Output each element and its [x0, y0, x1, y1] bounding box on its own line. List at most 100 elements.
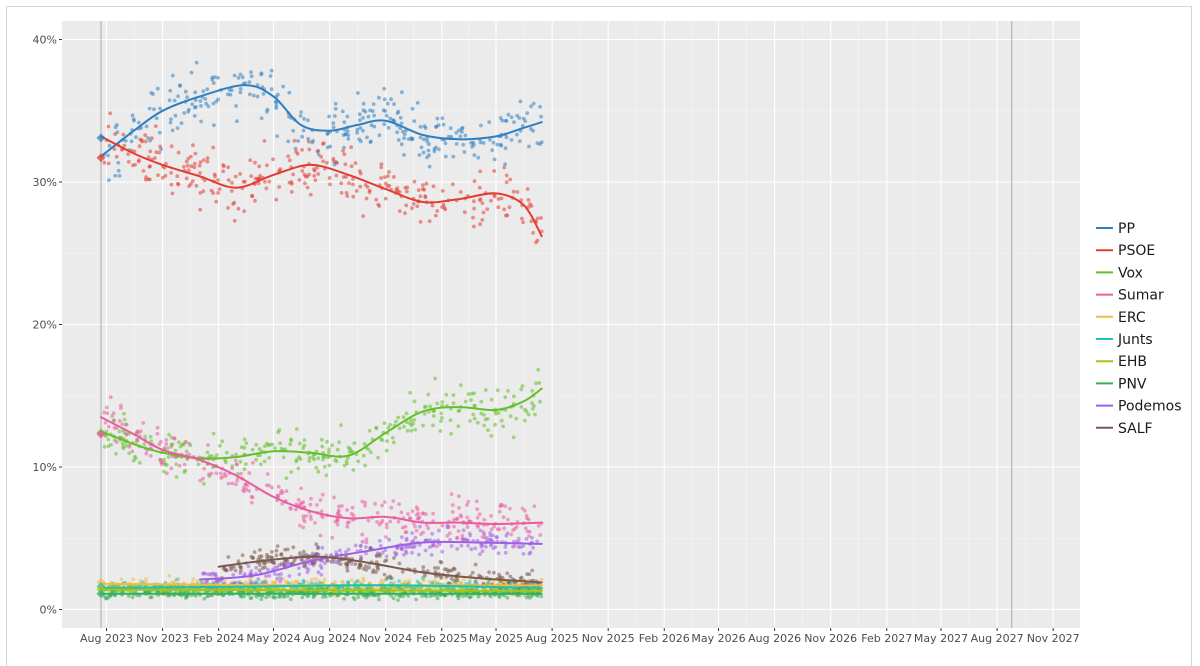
- poll-point-psoe: [397, 209, 402, 214]
- poll-point-vox: [184, 449, 189, 454]
- poll-point-pnv: [391, 596, 396, 601]
- poll-point-salf: [338, 562, 343, 566]
- poll-point-psoe: [397, 190, 402, 194]
- poll-point-podemos: [316, 570, 321, 575]
- poll-point-psoe: [363, 183, 368, 187]
- poll-point-psoe: [358, 171, 363, 176]
- poll-point-psoe: [379, 165, 384, 170]
- poll-point-vox: [106, 437, 111, 442]
- poll-point-psoe: [133, 162, 138, 167]
- poll-point-salf: [258, 548, 262, 552]
- poll-point-pnv: [488, 594, 493, 599]
- poll-point-podemos: [297, 572, 302, 577]
- poll-point-vox: [411, 421, 416, 426]
- x-tick-label: May 2025: [469, 632, 523, 645]
- poll-point-salf: [229, 567, 233, 572]
- poll-point-psoe: [319, 154, 323, 159]
- poll-point-vox: [349, 449, 354, 453]
- poll-point-pp: [154, 116, 159, 121]
- poll-point-sumar: [456, 529, 461, 533]
- poll-point-salf: [258, 563, 262, 567]
- poll-point-erc: [144, 577, 148, 582]
- poll-point-pp: [504, 119, 509, 123]
- poll-point-vox: [469, 391, 474, 396]
- poll-point-psoe: [202, 178, 207, 183]
- poll-point-sumar: [127, 445, 132, 449]
- poll-point-podemos: [521, 552, 526, 556]
- poll-point-vox: [526, 412, 531, 417]
- poll-point-vox: [385, 439, 389, 444]
- poll-point-salf: [265, 552, 269, 557]
- poll-point-pp: [470, 144, 474, 149]
- poll-point-pp: [361, 116, 365, 120]
- poll-point-sumar: [458, 513, 463, 518]
- poll-point-psoe: [441, 202, 446, 207]
- poll-point-pp: [462, 150, 467, 154]
- poll-point-vox: [530, 401, 534, 405]
- poll-point-psoe: [308, 192, 313, 197]
- poll-point-podemos: [263, 580, 268, 584]
- poll-point-pp: [427, 142, 431, 147]
- poll-point-salf: [525, 572, 529, 576]
- poll-point-sumar: [377, 522, 382, 527]
- poll-point-pp: [235, 119, 239, 124]
- poll-point-podemos: [461, 537, 465, 542]
- poll-point-vox: [250, 447, 255, 452]
- poll-point-sumar: [452, 517, 456, 522]
- poll-point-podemos: [418, 543, 422, 547]
- poll-point-erc: [427, 579, 432, 584]
- poll-point-pp: [377, 95, 381, 100]
- poll-point-pp: [423, 126, 428, 130]
- poll-point-podemos: [429, 553, 434, 557]
- poll-point-vox: [449, 431, 454, 436]
- poll-point-psoe: [198, 160, 203, 165]
- poll-point-psoe: [351, 182, 355, 187]
- poll-point-vox: [281, 455, 286, 460]
- poll-point-vox: [402, 424, 406, 429]
- poll-point-pp: [503, 162, 507, 167]
- poll-point-podemos: [516, 536, 521, 541]
- poll-point-pnv: [238, 594, 243, 598]
- poll-point-sumar: [309, 496, 313, 501]
- poll-point-pp: [211, 101, 216, 106]
- x-tick-label: May 2024: [246, 632, 300, 645]
- poll-point-vox: [254, 457, 258, 462]
- poll-point-vox: [374, 426, 379, 431]
- poll-point-salf: [316, 546, 320, 551]
- poll-point-psoe: [143, 133, 148, 138]
- poll-point-vox: [412, 399, 417, 404]
- poll-point-salf: [383, 559, 387, 564]
- poll-point-psoe: [292, 138, 297, 143]
- poll-point-salf: [371, 568, 376, 573]
- poll-point-sumar: [497, 509, 502, 514]
- y-tick-label: 20%: [33, 319, 57, 332]
- poll-point-salf: [364, 564, 368, 569]
- poll-point-pp: [385, 101, 390, 106]
- poll-point-pp: [382, 86, 387, 91]
- poll-point-vox: [298, 457, 303, 461]
- poll-point-pp: [398, 115, 403, 120]
- poll-point-vox: [489, 434, 494, 438]
- poll-point-pp: [227, 87, 232, 92]
- poll-point-vox: [466, 392, 471, 397]
- poll-point-sumar: [280, 490, 285, 495]
- poll-point-salf: [299, 557, 304, 562]
- poll-point-erc: [341, 581, 346, 585]
- poll-point-sumar: [280, 501, 285, 506]
- poll-point-pp: [539, 114, 543, 119]
- poll-point-pp: [236, 76, 241, 80]
- poll-point-vox: [242, 467, 247, 472]
- poll-point-sumar: [106, 424, 111, 429]
- poll-point-pp: [190, 102, 195, 107]
- poll-point-sumar: [413, 524, 417, 529]
- poll-point-pp: [130, 113, 135, 118]
- poll-point-psoe: [169, 182, 174, 187]
- legend-label-sumar: Sumar: [1118, 288, 1164, 304]
- poll-point-pnv: [420, 594, 425, 598]
- poll-point-psoe: [351, 194, 356, 199]
- poll-point-salf: [269, 555, 273, 560]
- poll-point-psoe: [485, 207, 490, 212]
- poll-point-sumar: [299, 486, 304, 491]
- poll-point-sumar: [141, 421, 146, 425]
- poll-chart: 0%10%20%30%40% Aug 2023 Nov 2023 Feb 2024 M…: [33, 21, 1182, 645]
